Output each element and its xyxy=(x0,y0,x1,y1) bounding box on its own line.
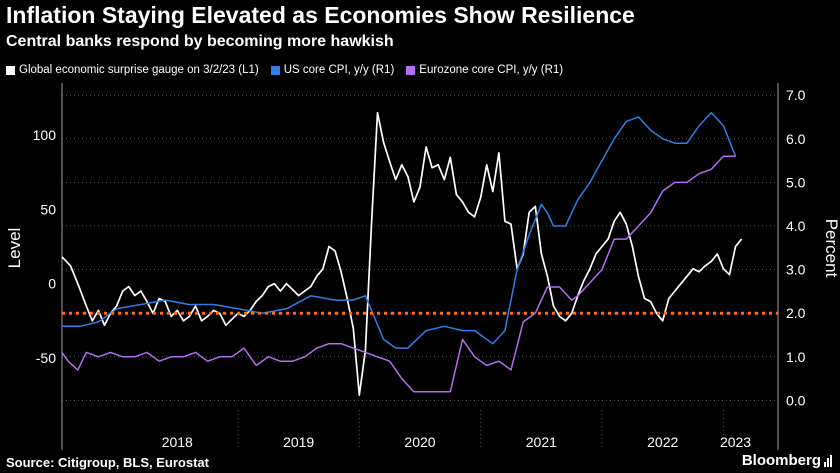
left-axis-title: Level xyxy=(5,228,24,269)
left-tick-label: 50 xyxy=(40,201,56,217)
legend-label-us-cpi: US core CPI, y/y (R1) xyxy=(283,64,395,76)
legend-item-us-cpi: US core CPI, y/y (R1) xyxy=(270,64,395,76)
right-tick-label: 6.0 xyxy=(786,131,806,147)
legend: Global economic surprise gauge on 3/2/23… xyxy=(6,64,563,76)
bloomberg-logo: Bloomberg xyxy=(742,452,832,469)
right-tick-label: 4.0 xyxy=(786,218,806,234)
left-tick-label: 100 xyxy=(33,127,57,143)
left-tick-label: -50 xyxy=(36,350,56,366)
series-line-surprise xyxy=(61,111,743,396)
x-tick-label: 2018 xyxy=(162,434,193,450)
x-tick-label: 2022 xyxy=(647,434,678,450)
x-tick-label: 2021 xyxy=(526,434,557,450)
legend-item-euro-cpi: Eurozone core CPI, y/y (R1) xyxy=(406,64,563,76)
legend-swatch-surprise xyxy=(6,65,15,75)
x-tick-label: 2023 xyxy=(720,434,751,450)
right-tick-label: 2.0 xyxy=(786,305,806,321)
right-tick-label: 1.0 xyxy=(786,349,806,365)
right-tick-label: 0.0 xyxy=(786,392,806,408)
x-tick-label: 2020 xyxy=(404,434,435,450)
right-tick-label: 5.0 xyxy=(786,174,806,190)
legend-item-surprise: Global economic surprise gauge on 3/2/23… xyxy=(6,64,259,76)
chart-subtitle: Central banks respond by becoming more h… xyxy=(6,33,394,50)
chart-title: Inflation Staying Elevated as Economies … xyxy=(6,2,635,28)
series-line-euro-cpi xyxy=(61,155,736,393)
legend-label-surprise: Global economic surprise gauge on 3/2/23… xyxy=(19,64,259,76)
x-tick-label: 2019 xyxy=(283,434,314,450)
legend-label-euro-cpi: Eurozone core CPI, y/y (R1) xyxy=(419,64,564,76)
series-line-us-cpi xyxy=(62,111,737,349)
legend-swatch-us-cpi xyxy=(270,65,280,75)
right-tick-label: 3.0 xyxy=(786,262,806,278)
brand-name: Bloomberg xyxy=(741,452,821,469)
legend-swatch-euro-cpi xyxy=(406,65,416,75)
right-tick-label: 7.0 xyxy=(786,87,806,103)
right-axis-title: Percent xyxy=(822,219,840,278)
source-note: Source: Citigroup, BLS, Eurostat xyxy=(6,455,209,470)
left-tick-label: 0 xyxy=(48,276,56,292)
bar-chart-icon xyxy=(824,454,832,467)
